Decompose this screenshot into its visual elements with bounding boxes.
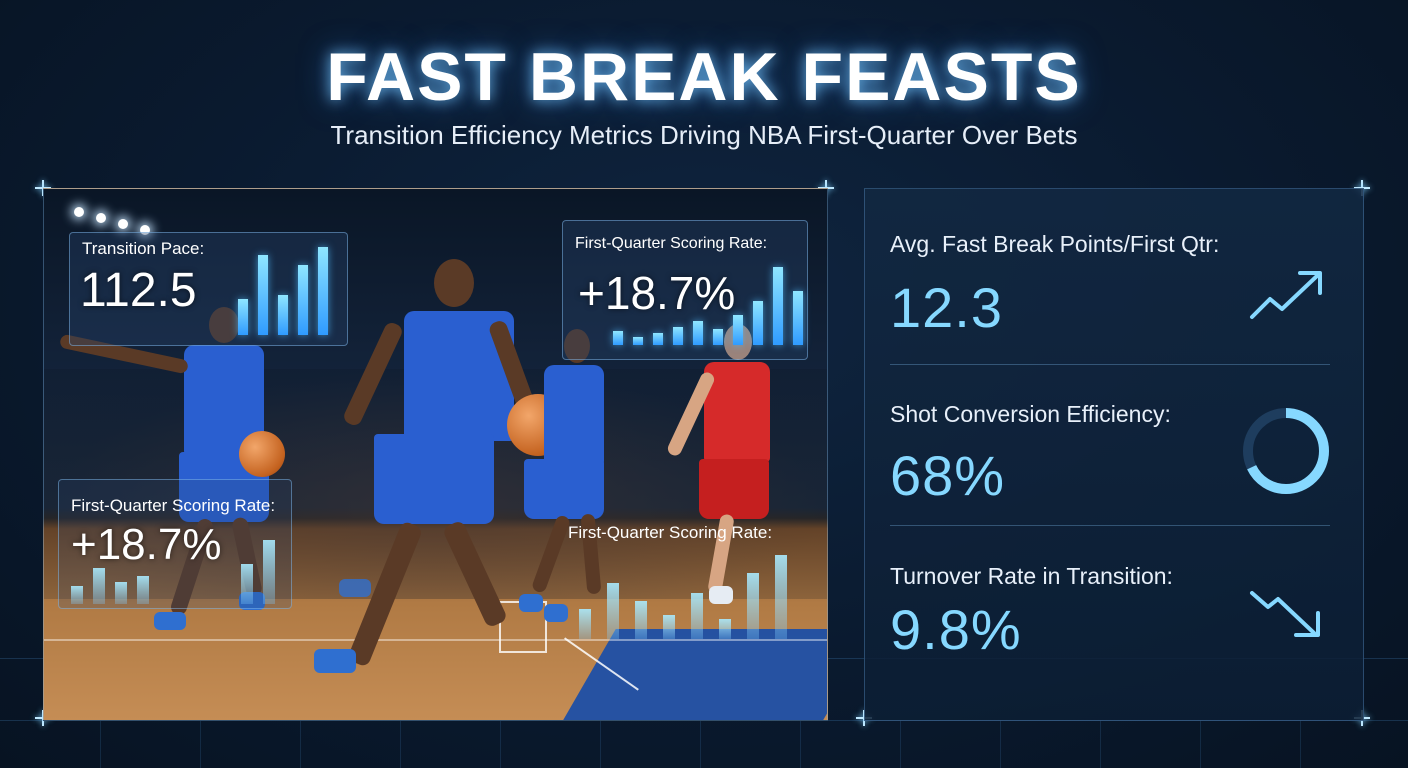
transition-pace-bars bbox=[238, 243, 338, 335]
scoring-rate-label-bottom: First-Quarter Scoring Rate: bbox=[568, 523, 773, 542]
metric-value: 12.3 bbox=[890, 276, 1003, 339]
transition-pace-overlay: Transition Pace: 112.5 bbox=[69, 232, 348, 346]
metric-turnover-rate: Turnover Rate in Transition: 9.8% bbox=[890, 559, 1330, 689]
scoring-rate-bars-top bbox=[613, 261, 803, 345]
metrics-panel: Avg. Fast Break Points/First Qtr: 12.3 S… bbox=[864, 188, 1364, 721]
scoring-rate-overlay-top: First-Quarter Scoring Rate: +18.7% bbox=[562, 220, 808, 360]
metric-value: 68% bbox=[890, 444, 1006, 507]
donut-ring-icon bbox=[1243, 408, 1329, 494]
scoring-rate-label-top: First-Quarter Scoring Rate: bbox=[575, 235, 768, 252]
transition-pace-label: Transition Pace: bbox=[82, 239, 205, 258]
metric-value: 9.8% bbox=[890, 598, 1022, 661]
metric-fast-break-points: Avg. Fast Break Points/First Qtr: 12.3 bbox=[890, 227, 1330, 357]
metric-shot-conversion: Shot Conversion Efficiency: 68% bbox=[890, 397, 1330, 527]
transition-pace-value: 112.5 bbox=[80, 264, 197, 317]
metric-label: Avg. Fast Break Points/First Qtr: bbox=[890, 231, 1220, 257]
basketball-scene-image: Transition Pace: 112.5 First-Quarter Sco… bbox=[43, 188, 828, 721]
scoring-rate-value-left: +18.7% bbox=[71, 520, 222, 569]
page-title: FAST BREAK FEASTS bbox=[326, 39, 1082, 115]
scoring-rate-bars-left bbox=[71, 534, 281, 604]
page-subtitle: Transition Efficiency Metrics Driving NB… bbox=[330, 120, 1078, 150]
metric-divider bbox=[890, 364, 1330, 365]
arena-lights bbox=[74, 199, 194, 239]
metric-label: Turnover Rate in Transition: bbox=[890, 563, 1173, 589]
metric-divider bbox=[890, 525, 1330, 526]
metric-label: Shot Conversion Efficiency: bbox=[890, 401, 1171, 427]
scoring-rate-overlay-left: First-Quarter Scoring Rate: +18.7% bbox=[58, 479, 292, 609]
trend-up-icon bbox=[1250, 271, 1322, 319]
scoring-rate-bars-bottom bbox=[579, 549, 809, 639]
scoring-rate-label-left: First-Quarter Scoring Rate: bbox=[71, 496, 276, 515]
basketball bbox=[239, 431, 285, 477]
scoring-rate-value-top: +18.7% bbox=[578, 267, 736, 319]
trend-down-icon bbox=[1250, 591, 1320, 637]
court-paint bbox=[552, 629, 827, 720]
